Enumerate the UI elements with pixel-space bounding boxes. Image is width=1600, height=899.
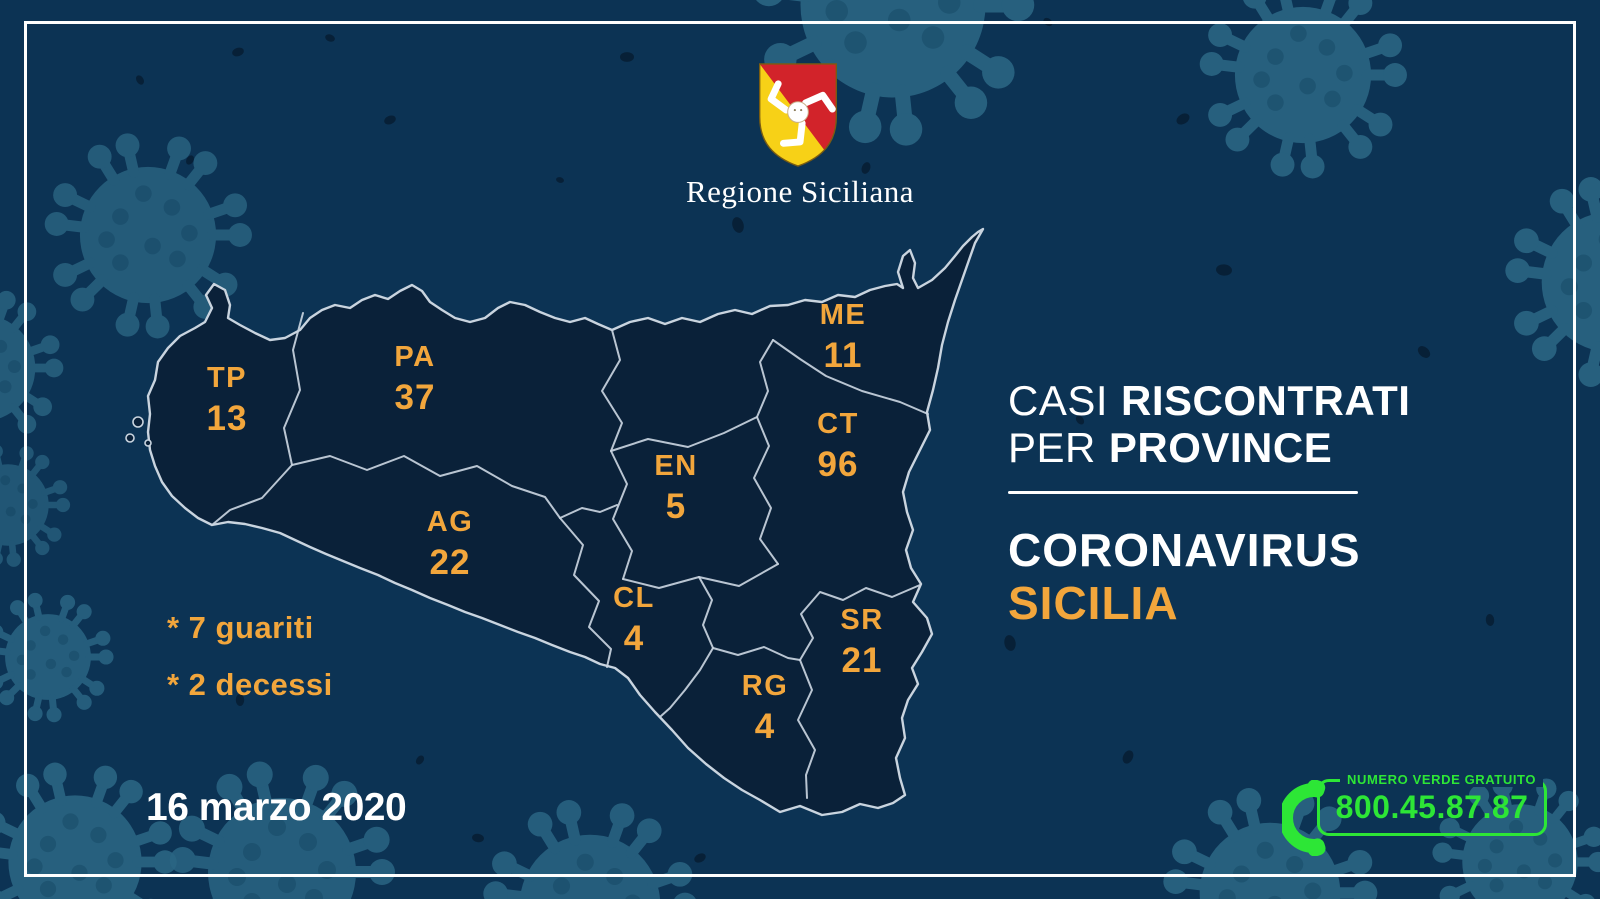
province-label-AG: AG 22 [426,506,474,582]
province-borders [211,312,929,799]
province-code: RG [741,670,789,702]
regione-siciliana-coat-of-arms [759,63,837,167]
hotline-number-box: NUMERO VERDE GRATUITO 800.45.87.87 [1317,772,1547,836]
note-guariti: * 7 guariti [167,610,314,645]
egadi-islets [125,416,152,447]
title-riscontrati: RISCONTRATI [1121,377,1411,424]
province-cases: 22 [429,543,471,582]
province-code: CL [613,582,655,614]
province-code: ME [819,299,867,331]
title-casi: CASI [1008,377,1109,424]
title-line-2: PER PROVINCE [1008,424,1410,471]
province-cases: 37 [394,378,436,417]
title-divider [1008,491,1358,494]
province-cases: 13 [206,399,248,438]
title-line-1: CASI RISCONTRATI [1008,377,1410,424]
title-province: PROVINCE [1108,424,1333,471]
province-code: AG [426,506,474,538]
province-cases: 4 [754,707,776,746]
province-label-EN: EN 5 [654,450,698,526]
province-code: SR [840,604,884,636]
hotline-label: NUMERO VERDE GRATUITO [1340,772,1544,787]
subtitle-coronavirus: CORONAVIRUS [1008,524,1361,576]
province-label-CL: CL 4 [613,582,655,658]
province-cases: 4 [623,619,645,658]
province-label-TP: TP 13 [206,362,248,438]
sicily-island-shape [146,227,985,817]
province-cases: 21 [841,641,883,680]
province-cases: 5 [665,487,687,526]
notes: * 7 guariti * 2 decessi [167,599,333,713]
note-decessi: * 2 decessi [167,667,333,702]
province-label-PA: PA 37 [394,341,436,417]
province-label-CT: CT 96 [817,408,859,484]
hotline-number: 800.45.87.87 [1335,789,1529,825]
province-label-RG: RG 4 [741,670,789,746]
org-name: Regione Siciliana [685,174,915,209]
province-cases: 96 [817,445,859,484]
subtitle-sicilia: SICILIA [1008,577,1179,629]
province-label-ME: ME 11 [819,299,867,375]
province-code: TP [206,362,248,394]
province-code: CT [817,408,859,440]
trinacria-icon [767,80,836,147]
province-code: PA [394,341,436,373]
province-label-SR: SR 21 [840,604,884,680]
province-cases: 11 [823,336,863,375]
date: 16 marzo 2020 [146,786,407,829]
title-per: PER [1008,424,1096,471]
province-code: EN [654,450,698,482]
title-block: CASI RISCONTRATI PER PROVINCE CORONAVIRUS … [1008,377,1410,630]
